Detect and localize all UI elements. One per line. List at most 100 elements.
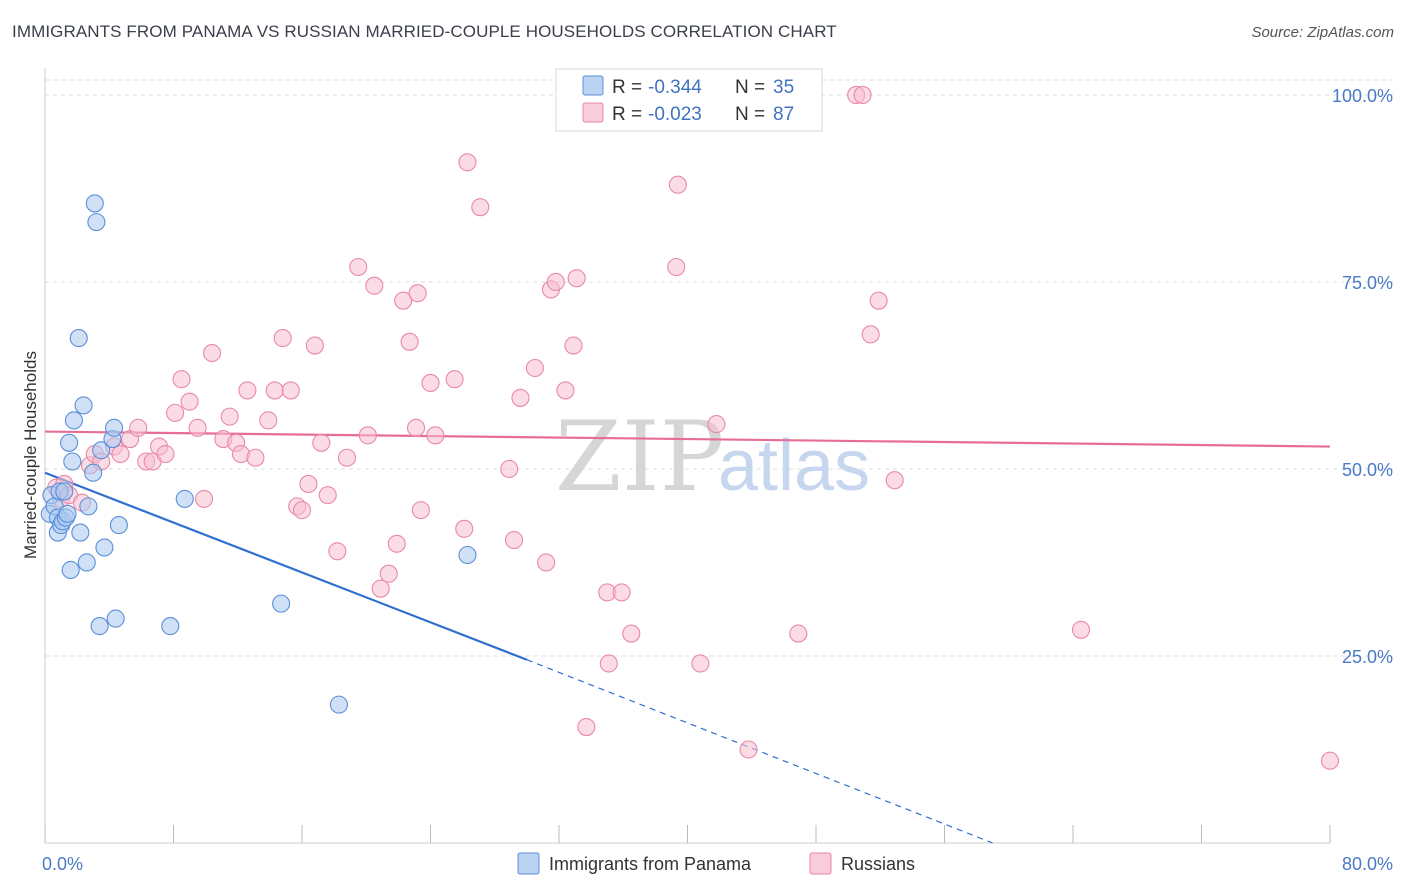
russians-point: [861, 325, 880, 344]
russians-point: [203, 343, 222, 363]
russians-point: [318, 486, 337, 505]
panama-point: [106, 609, 125, 628]
legend-r-value-russians: -0.023: [648, 104, 702, 125]
panama-point: [458, 545, 477, 565]
panama-point: [109, 516, 128, 535]
legend-r-label-russians: R =: [612, 104, 642, 125]
russians-point: [349, 257, 368, 277]
russians-point: [408, 284, 427, 303]
panama-point: [63, 452, 82, 471]
russians-point: [525, 358, 544, 378]
russians-point: [371, 579, 390, 598]
correlation-legend: R = -0.344 N = 35 R = -0.023 N = 87: [555, 68, 823, 132]
panama-point: [71, 523, 90, 542]
russians-point: [504, 530, 524, 550]
russians-point: [400, 332, 419, 351]
russians-point: [281, 381, 300, 400]
y-tick-label: 75.0%: [1342, 273, 1393, 293]
panama-point: [64, 411, 83, 430]
panama-point: [55, 482, 74, 501]
russians-point: [238, 381, 257, 400]
russians-point: [445, 370, 464, 389]
russians-point: [166, 403, 185, 422]
russians-point: [394, 291, 413, 310]
russians-point: [885, 471, 904, 490]
panama-point: [329, 695, 348, 714]
russians-point: [546, 272, 565, 292]
russians-point: [511, 388, 530, 407]
series-legend: Immigrants from Panama Russians: [517, 852, 915, 875]
chart-title: IMMIGRANTS FROM PANAMA VS RUSSIAN MARRIE…: [12, 22, 837, 41]
x-tick-label: 0.0%: [42, 854, 83, 874]
panama-trend-extension: [526, 659, 993, 844]
russians-point: [387, 534, 406, 553]
watermark-atlas: atlas: [718, 426, 870, 506]
russians-point: [337, 448, 357, 467]
russians-point: [564, 336, 583, 355]
grid-lines: [45, 79, 1395, 657]
trend-lines: [44, 430, 1331, 844]
series-legend-swatch-panama: [517, 852, 540, 875]
legend-swatch-russians: [582, 102, 604, 123]
x-tick-label: 80.0%: [1342, 854, 1393, 874]
russians-point: [458, 153, 477, 172]
panama-point: [74, 396, 93, 415]
russians-point: [869, 291, 888, 310]
russians-point: [172, 370, 191, 389]
russians-point: [328, 542, 347, 561]
russians-point: [292, 501, 312, 520]
legend-n-label-panama: N =: [735, 77, 765, 98]
series-legend-swatch-russians: [809, 852, 832, 875]
russians-point: [259, 411, 278, 430]
russians-point: [156, 444, 175, 464]
russians-point: [567, 269, 586, 288]
panama-point: [84, 463, 103, 482]
russians-point: [379, 564, 398, 583]
panama-point: [161, 617, 180, 636]
panama-point: [61, 560, 80, 580]
russians-point: [129, 418, 148, 437]
legend-r-value-panama: -0.344: [648, 77, 702, 98]
panama-trend-line: [44, 471, 528, 661]
tick-labels: 25.0% 50.0% 75.0% 100.0% 0.0% 80.0%: [42, 86, 1393, 874]
series-legend-label-panama: Immigrants from Panama: [549, 854, 752, 874]
russians-point: [194, 489, 214, 508]
source-label: Source: ZipAtlas.com: [1251, 24, 1394, 41]
russians-point: [1071, 620, 1091, 639]
russians-point: [789, 624, 808, 643]
russians-point: [406, 418, 426, 437]
panama-point: [272, 594, 291, 613]
russians-point: [1320, 751, 1340, 770]
panama-point: [77, 553, 96, 572]
panama-point: [175, 489, 194, 508]
russians-point: [500, 459, 519, 479]
russians-point: [312, 433, 331, 452]
russians-point: [265, 381, 284, 400]
russians-point: [358, 426, 377, 445]
russians-point: [411, 501, 430, 520]
russians-point: [599, 654, 618, 673]
watermark-zip: ZIP: [555, 401, 724, 513]
panama-point: [95, 538, 114, 557]
russians-point: [365, 276, 384, 295]
legend-r-label-panama: R =: [612, 77, 642, 98]
panama-point: [92, 441, 111, 460]
panama-point: [85, 194, 104, 213]
legend-swatch-panama: [582, 75, 604, 96]
russians-point: [220, 407, 239, 426]
russians-point: [556, 381, 575, 400]
russians-point: [299, 474, 318, 493]
russians-point: [426, 426, 445, 445]
russians-point: [622, 624, 641, 643]
russians-point: [421, 373, 440, 393]
russians-point: [180, 392, 199, 411]
russians-point: [707, 415, 726, 434]
russians-point: [668, 175, 687, 194]
data-points: [40, 85, 1340, 770]
russians-point: [273, 329, 292, 348]
legend-n-label-russians: N =: [735, 104, 765, 125]
y-tick-label: 50.0%: [1342, 460, 1393, 480]
panama-point: [105, 418, 124, 437]
russians-point: [739, 740, 758, 759]
